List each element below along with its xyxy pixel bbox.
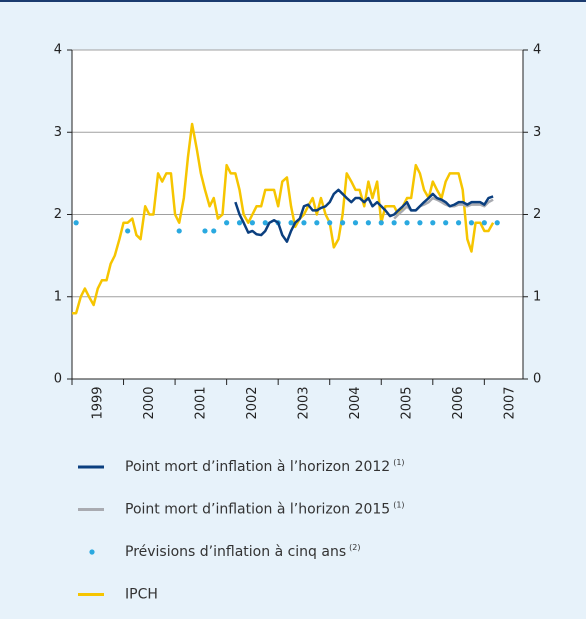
forecast-dot [176, 228, 182, 234]
legend-swatch [89, 549, 95, 555]
forecast-dot [481, 220, 487, 226]
forecast-dot [262, 220, 268, 226]
y-tick-label: 1 [54, 289, 62, 304]
forecast-dot [494, 220, 500, 226]
forecast-dot [391, 220, 397, 226]
legend-footnote: (1) [393, 458, 404, 467]
forecast-dot [365, 220, 371, 226]
legend-footnote: (1) [393, 500, 404, 509]
x-tick-label: 2007 [503, 386, 518, 419]
y2-tick-label: 1 [533, 289, 541, 304]
x-tick-label: 2005 [400, 386, 415, 419]
x-tick-label: 2003 [296, 386, 311, 419]
legend-name: Point mort d’inflation à l’horizon 2012 [125, 459, 390, 475]
x-tick-label: 2001 [193, 386, 208, 419]
forecast-dot [430, 220, 436, 226]
forecast-dot [327, 220, 333, 226]
legend-name: Prévisions d’inflation à cinq ans [125, 544, 346, 560]
forecast-dot [340, 220, 346, 226]
legend-label: Prévisions d’inflation à cinq ans (2) [125, 543, 360, 561]
legend-name: Point mort d’inflation à l’horizon 2015 [125, 502, 390, 518]
forecast-dot [288, 220, 294, 226]
y2-tick-label: 4 [533, 43, 541, 58]
forecast-dot [314, 220, 320, 226]
forecast-dot [301, 220, 307, 226]
forecast-dot [404, 220, 410, 226]
forecast-dot [378, 220, 384, 226]
forecast-dot [224, 220, 230, 226]
y2-tick-label: 3 [533, 125, 541, 140]
legend-label: Point mort d’inflation à l’horizon 2012(… [125, 458, 405, 476]
top-rule [0, 0, 586, 2]
x-tick-label: 2000 [142, 386, 157, 419]
x-tick-label: 2002 [245, 386, 260, 419]
x-tick-label: 2006 [451, 386, 466, 419]
forecast-dot [455, 220, 462, 226]
series-line [72, 122, 495, 315]
legend-name: IPCH [125, 587, 158, 603]
y-tick-label: 2 [54, 207, 62, 222]
forecast-dot [468, 220, 475, 226]
y2-tick-label: 2 [533, 207, 541, 222]
x-tick-label: 1999 [90, 386, 105, 419]
y-tick-label: 3 [54, 125, 62, 140]
x-tick-label: 2004 [348, 386, 363, 419]
y2-tick-label: 0 [533, 372, 541, 387]
forecast-dot [417, 220, 423, 226]
y-tick-label: 4 [54, 43, 62, 58]
forecast-dot [211, 228, 217, 234]
forecast-dot [352, 220, 359, 226]
forecast-dot [202, 228, 208, 234]
forecast-dot [236, 220, 243, 226]
legend-label: Point mort d’inflation à l’horizon 2015(… [125, 500, 405, 518]
y-tick-label: 0 [54, 372, 62, 387]
legend-label: IPCH [125, 587, 158, 603]
series-line [234, 188, 494, 243]
legend-footnote: (2) [349, 543, 360, 552]
forecast-dot [125, 228, 131, 234]
forecast-dot [249, 220, 255, 226]
forecast-dot [443, 220, 449, 226]
forecast-dot [73, 220, 79, 226]
